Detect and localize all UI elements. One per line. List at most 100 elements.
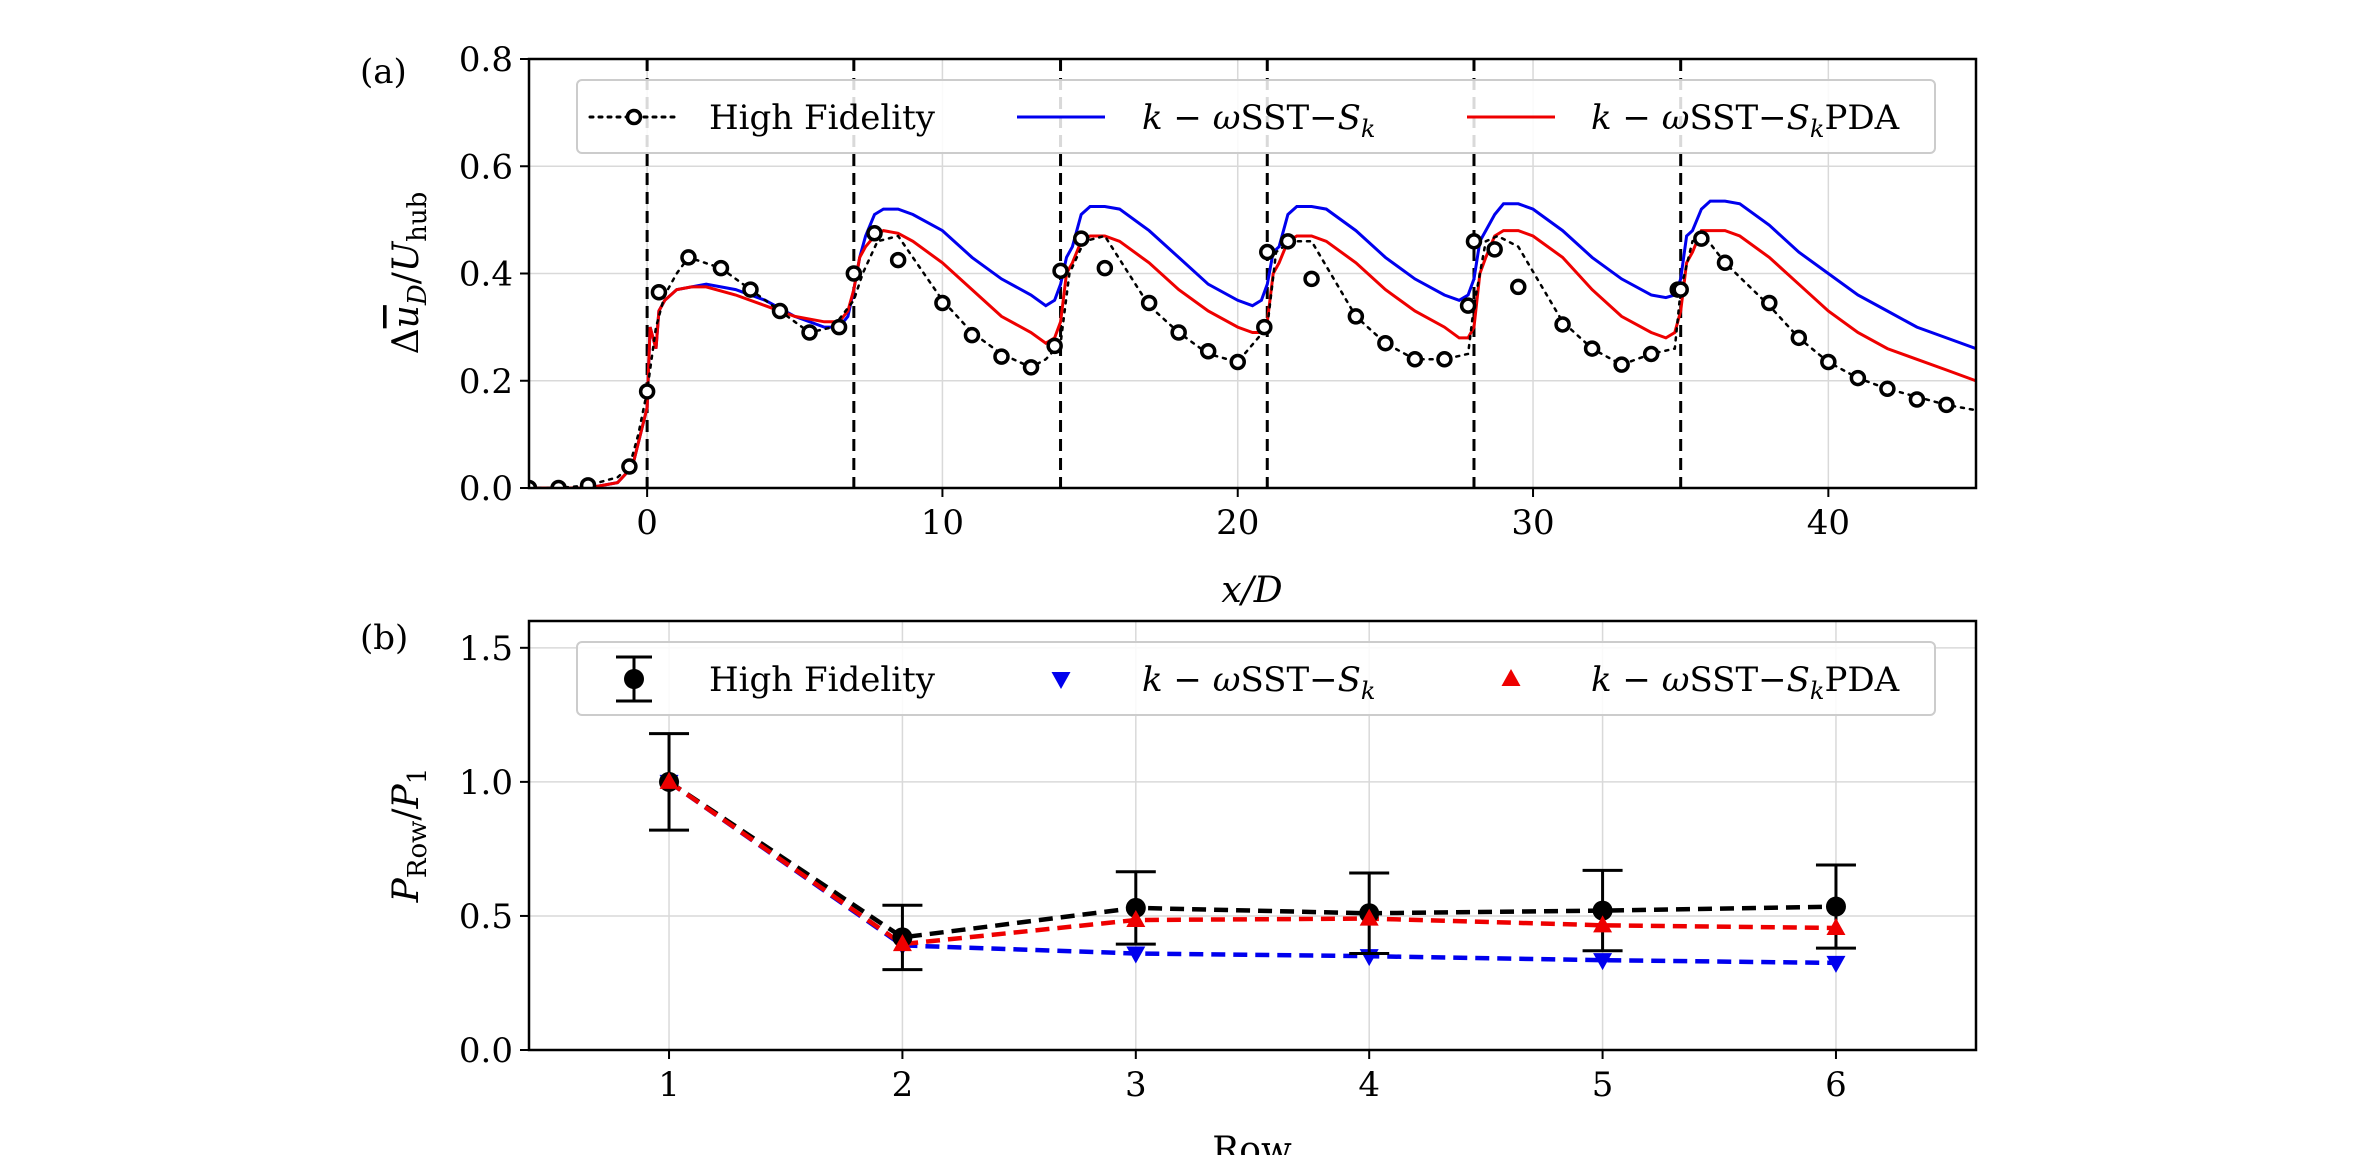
panel-b-xtick-label: 4 [1358,1065,1380,1105]
panel-b-ticks: 1 2 3 4 5 6 0.0 0.5 1.0 1.5 [459,629,1847,1105]
high-fidelity-marker [550,479,567,488]
high-fidelity-marker [1140,294,1158,312]
panel-b-ytick-label: 1.0 [459,763,513,803]
high-fidelity-marker [1229,353,1246,371]
panel-a-ytick-label: 0.0 [459,469,513,509]
high-fidelity-marker [1761,294,1778,312]
panel-a: (a) 0 10 20 30 40 0.0 0.2 0.4 0.6 0.8 x/D ΔuD/Uhu… [360,40,1978,611]
legend-box [576,641,1936,716]
high-fidelity-marker [1052,262,1069,280]
high-fidelity-marker [650,284,668,301]
legend-box [576,79,1936,154]
panel-a-ylabel: ΔuD/Uhub [386,192,433,355]
legend-high-fidelity-marker [625,108,643,126]
high-fidelity-marker [1022,359,1040,376]
panel-b-xtick-label: 3 [1125,1065,1147,1105]
high-fidelity-marker [1436,351,1453,368]
high-fidelity-marker [889,251,907,269]
high-fidelity-marker [771,302,789,320]
high-fidelity-marker [1256,318,1273,336]
high-fidelity-marker [1465,233,1483,250]
high-fidelity-marker [529,479,538,488]
high-fidelity-marker [1583,340,1601,357]
high-fidelity-marker [1279,233,1297,250]
high-fidelity-marker [1199,343,1217,360]
high-fidelity-marker [1125,897,1146,918]
high-fidelity-marker [621,458,638,475]
legend-label: k − ωSST−Sk [1142,660,1375,705]
high-fidelity-marker [1879,380,1896,398]
sst-sk-pda-marker [1593,915,1613,933]
panel-b-xtick-label: 1 [658,1065,680,1105]
high-fidelity-marker [1170,324,1187,341]
panel-b-xtick-label: 5 [1592,1065,1614,1105]
panel-b-ytick-label: 0.5 [459,897,513,937]
panel-a-ytick-label: 0.2 [459,362,513,402]
high-fidelity-marker [1303,270,1320,288]
panel-a-xtick-label: 10 [921,503,964,543]
panel-a-label: (a) [360,52,407,92]
high-fidelity-marker [830,318,848,336]
high-fidelity-marker [1908,391,1926,408]
legend-high-fidelity-marker [624,669,644,689]
high-fidelity-marker [742,281,759,298]
panel-b-series [649,732,1856,973]
high-fidelity-marker [1510,278,1527,296]
legend-sst-sk-pda-marker [1501,669,1521,686]
panel-b-ytick-label: 0.0 [459,1031,513,1071]
high-fidelity-marker [1820,353,1837,371]
high-fidelity-marker [1938,396,1955,414]
legend-label: High Fidelity [709,98,936,138]
high-fidelity-marker [680,249,697,266]
legend-label: k − ωSST−SkPDA [1591,98,1900,143]
panel-a-xtick-label: 20 [1216,503,1259,543]
high-fidelity-marker [1613,356,1630,373]
high-fidelity-marker [1096,259,1114,277]
panel-a-xtick-label: 40 [1807,503,1850,543]
high-fidelity-marker [801,324,818,341]
high-fidelity-marker [1592,900,1613,921]
sst-sk-marker [1593,953,1613,971]
sst-sk-pda-marker [1359,908,1379,926]
panel-a-xtick-label: 30 [1511,503,1554,543]
panel-b-xtick-label: 2 [892,1065,914,1105]
high-fidelity-marker [1486,241,1503,258]
panel-b-label: (b) [360,618,408,658]
legend-label: High Fidelity [709,660,936,700]
high-fidelity-marker [866,225,883,242]
high-fidelity-marker [579,477,597,488]
panel-a-xtick-label: 0 [636,503,658,543]
high-fidelity-marker [993,348,1010,365]
sst-sk-pda-marker [1126,909,1146,927]
high-fidelity-marker [1554,316,1571,333]
panel-b-ylabel: PRow/P1 [386,768,433,904]
sst-sk-pda-marker [1826,918,1846,936]
high-fidelity-marker [1347,308,1365,325]
legend-sst-sk-marker [1051,672,1071,689]
high-fidelity-marker [1072,230,1090,247]
high-fidelity-marker [712,259,730,277]
high-fidelity-marker [1849,369,1867,387]
high-fidelity-marker [934,294,951,312]
panel-b: (b) 1 2 3 4 5 6 0.0 0.5 1.0 1.5 Row PRow/P1 High … [360,618,1978,1160]
panel-b-xtick-label: 6 [1825,1065,1847,1105]
panel-b-frame [527,619,1978,1052]
high-fidelity-marker [1672,281,1689,298]
sst-sk-marker [1126,946,1146,964]
panel-a-series [529,199,1976,488]
series-line-sst-sk-pda [529,229,1976,488]
high-fidelity-marker [1459,297,1477,314]
high-fidelity-marker [1825,896,1846,917]
high-fidelity-marker [1693,230,1710,247]
high-fidelity-marker [845,265,863,282]
sst-sk-marker [1826,955,1846,973]
high-fidelity-marker [963,326,981,344]
legend-label: k − ωSST−Sk [1142,98,1375,143]
panel-a-xlabel: x/D [1221,570,1282,611]
legend-label: k − ωSST−SkPDA [1591,660,1900,705]
series-line-high-fidelity [667,780,1837,940]
high-fidelity-marker [1642,345,1660,363]
series-line-sst-sk [667,780,1837,966]
